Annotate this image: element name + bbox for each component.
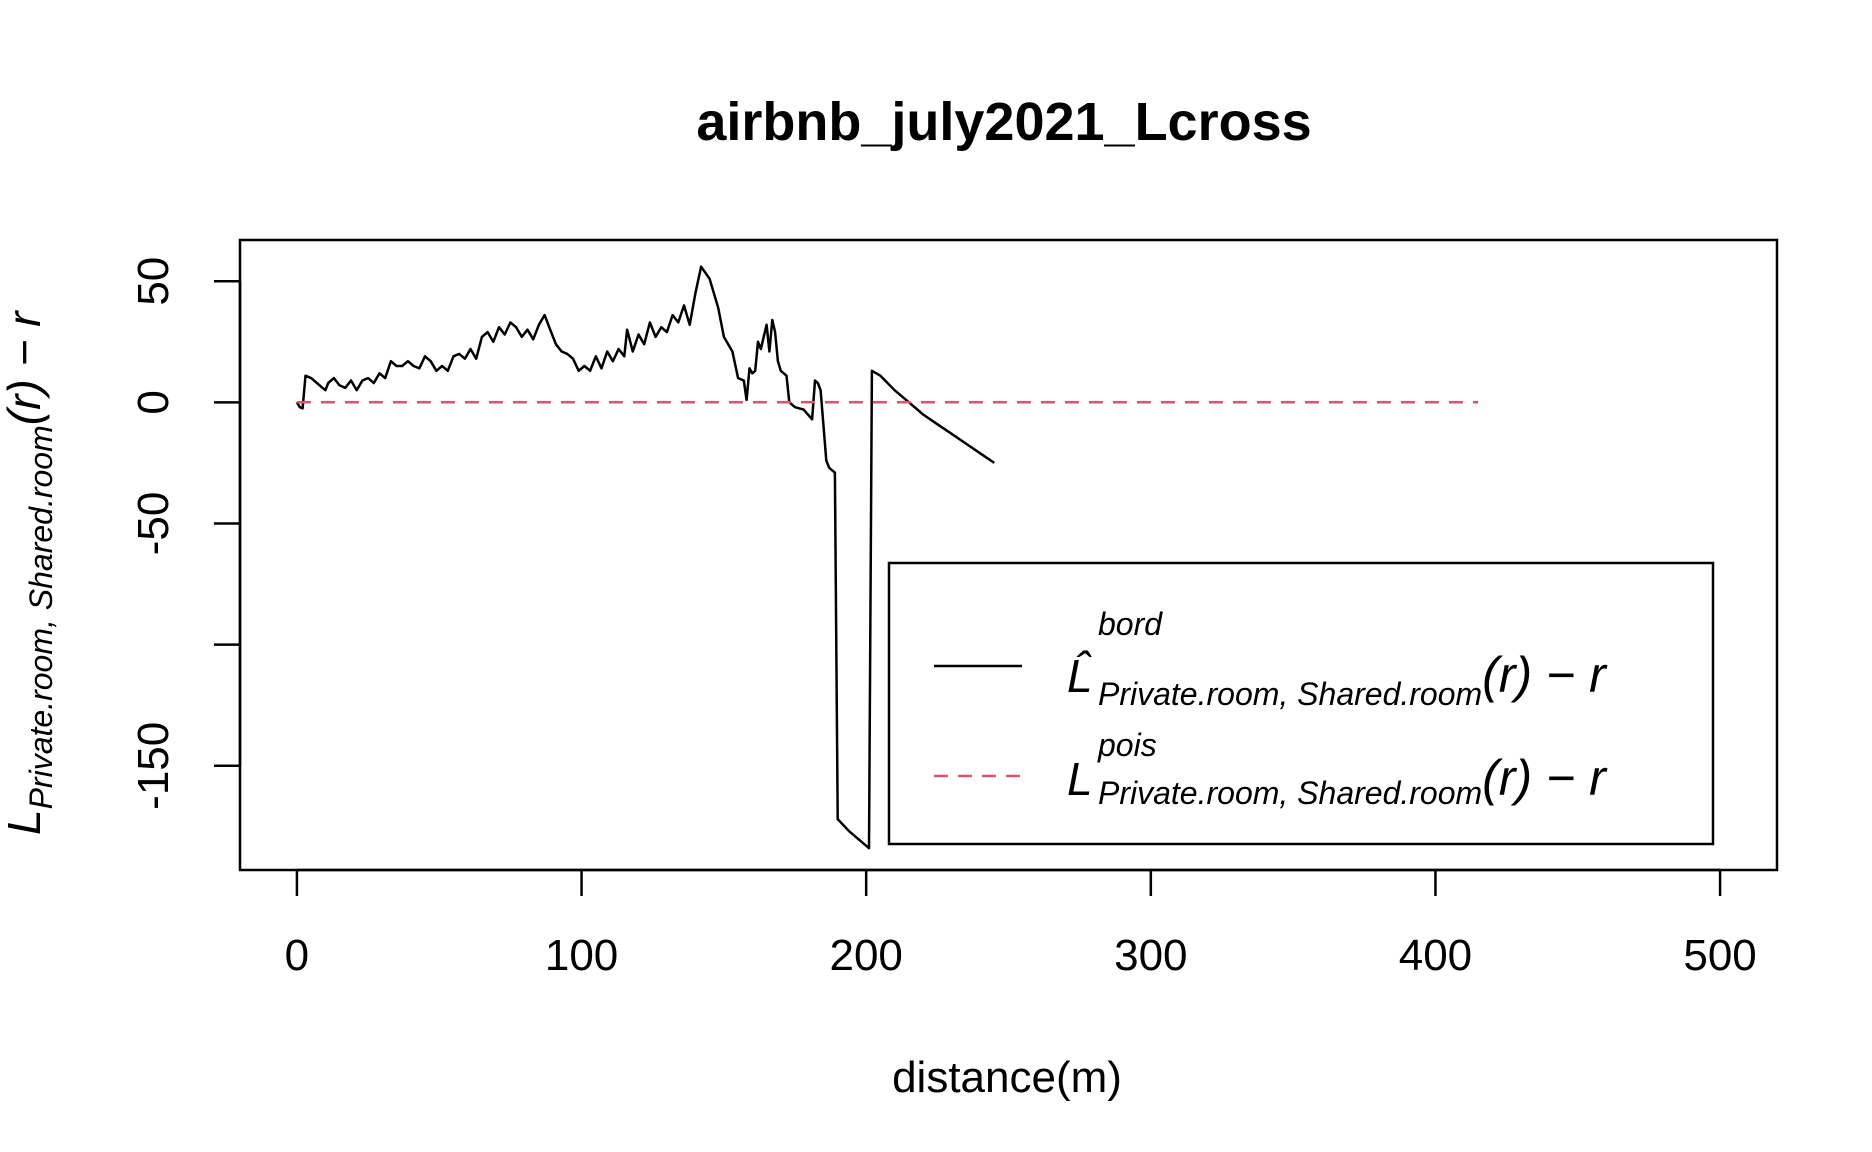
x-tick-label: 500	[1683, 931, 1756, 980]
x-axis: 0 100 200 300 400 500	[285, 868, 1757, 980]
x-tick-label: 100	[545, 931, 618, 980]
y-tick-label: -50	[129, 492, 178, 556]
legend-bord-sub: Private.room, Shared.room	[1098, 676, 1482, 712]
y-axis: 50 0 -50 -150	[129, 257, 242, 810]
legend-pois-sub: Private.room, Shared.room	[1098, 775, 1482, 811]
y-axis-label-main: L	[0, 809, 50, 835]
y-tick-label: -150	[129, 722, 178, 810]
y-tick-label: 50	[129, 257, 178, 306]
y-tick-label-group: -50	[129, 492, 178, 556]
legend-pois-main: L	[1067, 753, 1093, 805]
legend-bord-main: L̂	[1067, 650, 1093, 702]
legend-entry-bord: L̂bord Private.room, Shared.room(r) − r	[1067, 606, 1608, 712]
y-axis-label-subscript: Private.room, Shared.room	[23, 425, 59, 809]
legend-pois-sup: pois	[1097, 727, 1157, 763]
y-tick-label-group: 0	[129, 390, 178, 414]
x-axis-label: distance(m)	[892, 1053, 1122, 1102]
y-axis-label: LPrivate.room, Shared.room(r) − r	[0, 310, 59, 835]
legend-entry-pois: Lpois Private.room, Shared.room(r) − r	[1067, 727, 1608, 811]
series-layer	[295, 265, 1479, 850]
y-tick-label-group: -150	[129, 722, 178, 810]
legend-bord-sup: bord	[1098, 606, 1163, 642]
legend-pois-suffix: (r) − r	[1482, 750, 1608, 806]
legend: L̂bord Private.room, Shared.room(r) − r L…	[887, 561, 1715, 846]
x-tick-label: 400	[1399, 931, 1472, 980]
x-tick-label: 0	[285, 931, 309, 980]
chart-title: airbnb_july2021_Lcross	[696, 92, 1311, 152]
legend-box	[887, 561, 1715, 846]
legend-bord-suffix: (r) − r	[1482, 647, 1608, 703]
x-tick-label: 200	[829, 931, 902, 980]
y-tick-label-group: 50	[129, 257, 178, 306]
series-line-bord	[295, 265, 996, 850]
x-tick-label: 300	[1114, 931, 1187, 980]
y-axis-label-suffix: (r) − r	[0, 310, 50, 425]
y-tick-label: 0	[129, 390, 178, 414]
